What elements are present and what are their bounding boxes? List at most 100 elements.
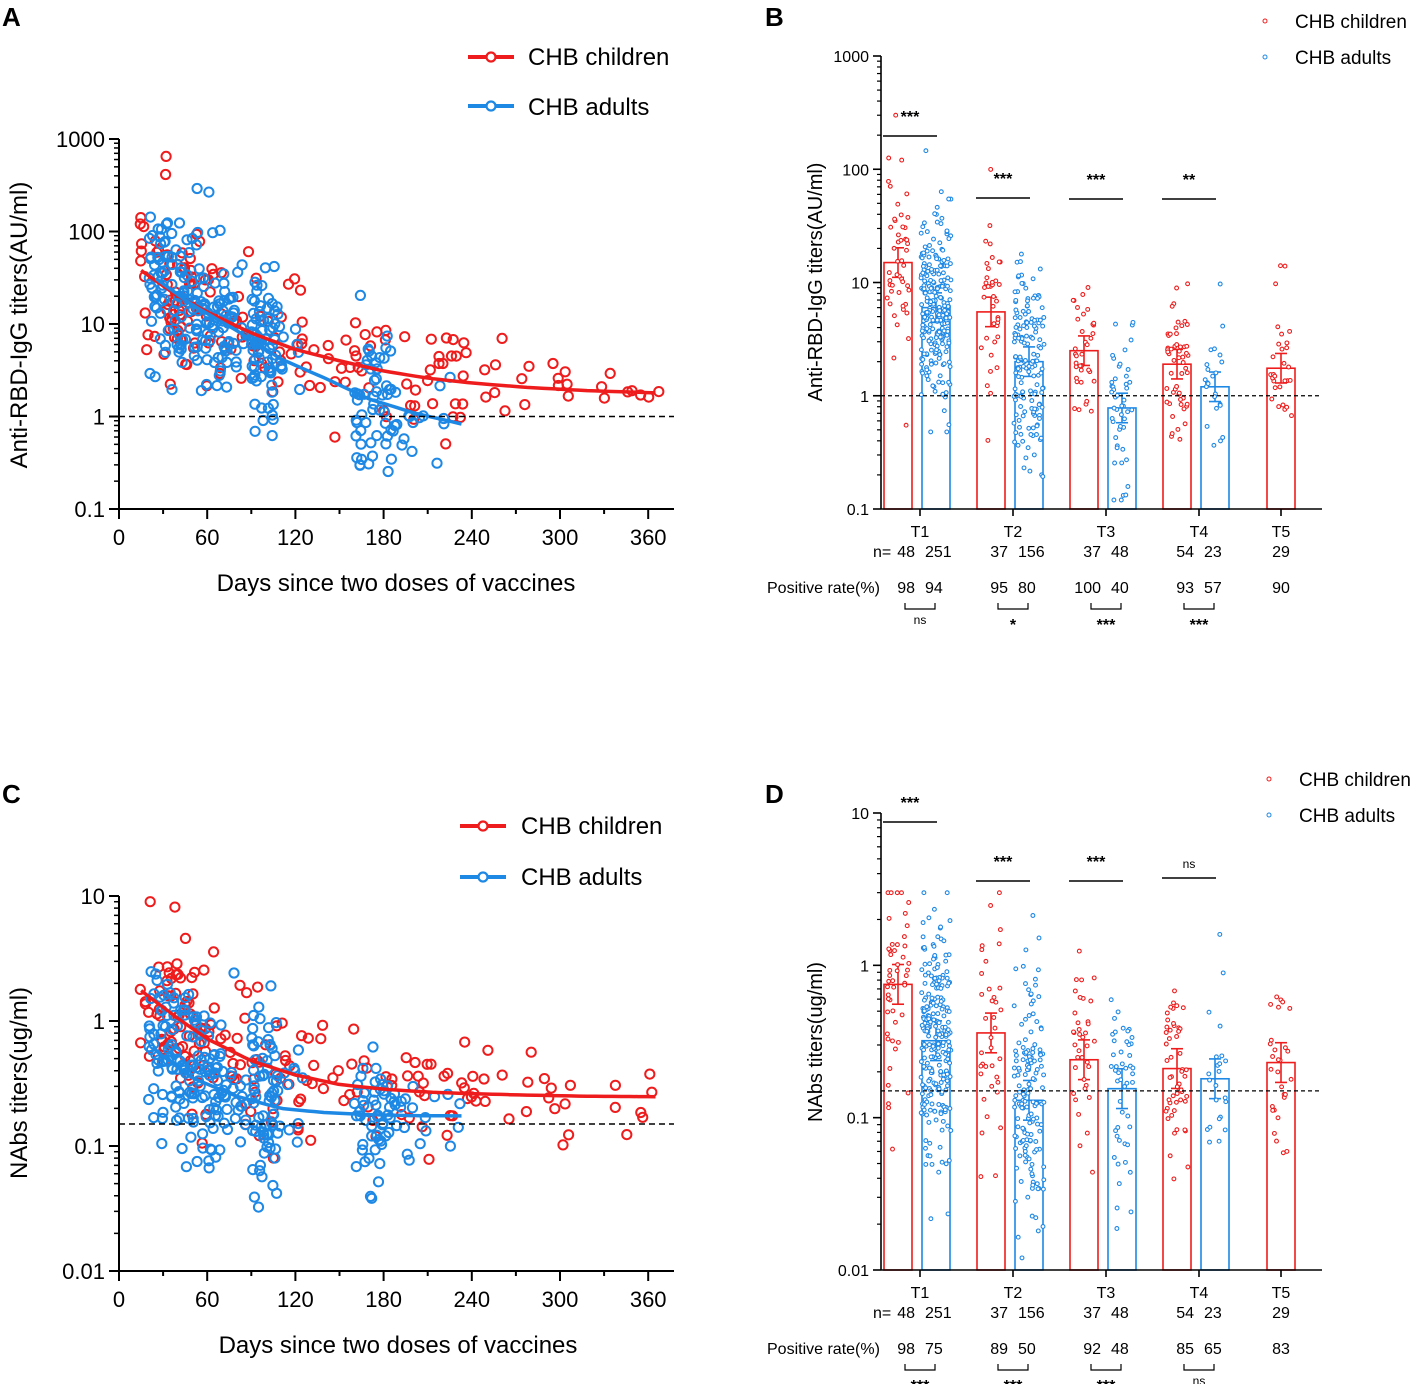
data-dot [996,890,1002,896]
data-dot [886,270,892,276]
data-point [201,316,213,328]
adults-points [143,966,466,1213]
data-point [254,300,267,312]
significance-bracket [1183,1364,1215,1371]
data-dot [1171,1176,1177,1182]
data-dot [995,316,1001,322]
data-point [308,1059,320,1072]
data-dot [1176,390,1182,396]
data-point [317,1083,329,1095]
data-dot [1214,405,1219,411]
data-dot [1073,977,1079,983]
data-dot [989,1083,995,1089]
data-dot [1039,366,1045,372]
data-point [181,1030,193,1042]
data-dot [921,945,927,950]
data-dot [1037,1128,1043,1134]
data-dot [1109,416,1115,421]
data-dot [1011,1065,1017,1071]
positive-rate-value: 93 [1176,580,1194,597]
data-dot [1037,337,1043,343]
children-dots [1070,285,1097,414]
data-point [269,1152,281,1164]
data-dot [1015,1234,1021,1240]
data-point [221,1103,233,1116]
data-point [559,1098,571,1110]
data-dot [940,380,946,386]
positive-rate-value: 90 [1272,580,1290,597]
data-point [232,266,244,278]
data-dot [889,282,895,288]
data-point [348,1023,360,1035]
data-point [635,1106,647,1119]
data-dot [886,1101,891,1107]
data-dot [1269,396,1275,402]
data-dot [1032,976,1038,982]
data-point [350,414,362,426]
data-point [179,1004,191,1016]
data-dot [945,1019,951,1025]
data-dot [928,347,934,353]
data-dot [1204,362,1210,368]
data-point [145,315,158,327]
data-dot [1274,1138,1279,1144]
data-dot [1130,1079,1135,1085]
data-point [421,1058,433,1070]
data-dot [1217,352,1223,358]
data-point [332,1065,344,1077]
data-point [371,326,383,338]
data-dot [1217,281,1223,287]
data-dot [1268,1066,1274,1072]
positive-rate-value: 98 [897,580,915,597]
data-dot [930,1043,936,1049]
data-point [545,1082,557,1094]
data-point [367,1041,379,1053]
data-dot [1086,367,1092,373]
data-point [350,1161,362,1173]
data-dot [1019,1021,1025,1027]
data-dot [1028,1111,1034,1117]
data-point [145,1044,158,1056]
data-point [653,386,665,398]
data-dot [1035,1121,1040,1127]
data-point [250,1125,262,1138]
data-dot [1026,1064,1032,1070]
data-dot [926,254,932,260]
data-dot [895,962,901,968]
data-dot [1112,460,1118,466]
data-point [198,1010,210,1022]
data-point [247,1164,259,1176]
data-dot [997,927,1003,933]
data-dot [1037,317,1043,323]
data-point [266,298,278,310]
data-point [148,1112,160,1124]
data-dot [1168,1054,1174,1060]
data-dot [1031,323,1037,329]
data-dot [1019,1105,1025,1111]
data-dot [944,228,950,234]
data-dot [1076,1027,1082,1032]
y-tick-label: 1 [860,389,869,406]
data-dot [921,1042,927,1047]
data-point [348,1097,360,1110]
adults-dots [1108,997,1136,1231]
data-dot [1017,315,1023,320]
data-point [398,1121,410,1134]
data-dot [945,1123,951,1129]
data-dot [1012,1097,1018,1103]
children-fit-line [140,989,656,1099]
data-dot [918,392,924,398]
data-point [425,333,437,345]
significance-bracket [904,603,936,610]
data-dot [984,335,990,341]
significance-label: *** [901,109,920,126]
data-point [230,356,242,368]
data-point [225,1067,238,1079]
adults-dots [1204,931,1229,1145]
data-point [459,1036,471,1048]
data-dot [987,241,993,247]
y-axis-title: Anti-RBD-IgG titers(AU/ml) [805,163,827,402]
data-point [547,357,559,370]
data-point [207,227,219,239]
data-dot [1035,1186,1041,1192]
